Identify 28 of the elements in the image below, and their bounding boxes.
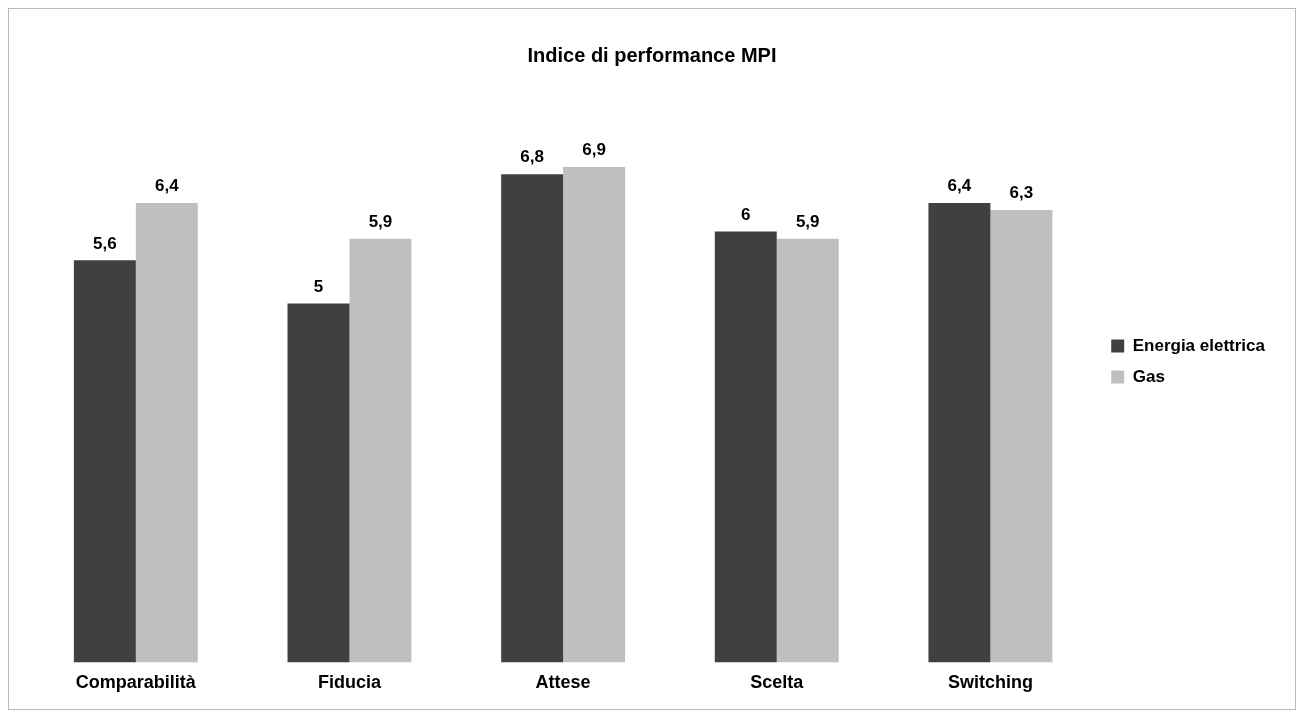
data-label: 5 <box>313 276 324 296</box>
bar <box>501 174 564 663</box>
x-tick-label: Attese <box>535 672 591 693</box>
x-tick-label: Switching <box>947 672 1033 693</box>
data-label: 6,4 <box>154 176 180 196</box>
data-label: 6,3 <box>1009 183 1034 203</box>
x-tick-label: Fiducia <box>317 672 382 693</box>
x-tick-label: Scelta <box>750 672 805 693</box>
data-label: 6,9 <box>582 140 606 160</box>
legend-label: Gas <box>1132 366 1165 386</box>
data-label: 5,6 <box>93 233 117 253</box>
bar <box>287 303 350 663</box>
bar <box>928 202 991 663</box>
bar <box>990 210 1053 663</box>
bar <box>135 202 198 663</box>
x-tick-label: Comparabilità <box>75 672 197 693</box>
bar <box>349 238 412 663</box>
bar <box>563 166 626 663</box>
bar <box>73 260 136 663</box>
bar <box>776 238 839 663</box>
chart-title: Indice di performance MPI <box>527 43 777 66</box>
bar <box>714 231 777 663</box>
data-label: 5,9 <box>795 211 820 231</box>
legend-label: Energia elettrica <box>1132 335 1266 355</box>
data-label: 5,9 <box>368 211 393 231</box>
data-label: 6 <box>741 204 751 224</box>
data-label: 6,8 <box>520 147 544 167</box>
data-label: 6,4 <box>947 176 972 196</box>
